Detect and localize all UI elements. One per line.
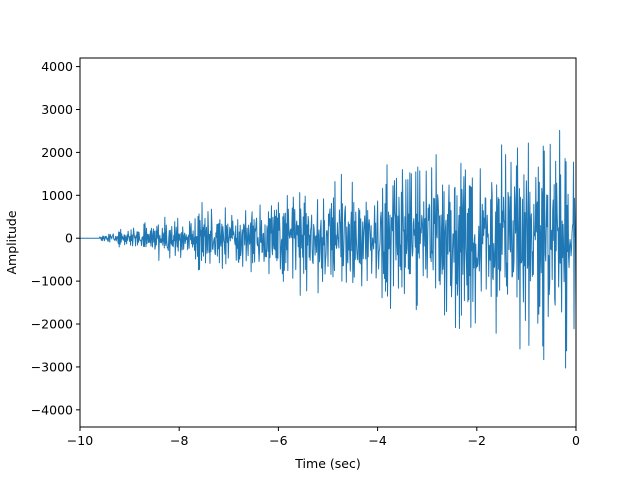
x-tick-label: −2 <box>468 433 486 448</box>
x-axis-label: Time (sec) <box>294 456 360 471</box>
y-axis-label: Amplitude <box>4 210 19 274</box>
y-tick-label: −1000 <box>31 274 73 289</box>
y-tick-label: 2000 <box>41 145 73 160</box>
y-tick-label: −3000 <box>31 359 73 374</box>
x-tick-label: −8 <box>170 433 188 448</box>
y-tick-label: 0 <box>65 231 73 246</box>
plot-frame <box>79 57 577 428</box>
y-tick-label: −4000 <box>31 402 73 417</box>
y-axis: −4000 −3000 −2000 −1000 0 1000 2000 3000 4000 <box>31 59 80 417</box>
y-tick-label: 3000 <box>41 102 73 117</box>
x-tick-label: −6 <box>269 433 287 448</box>
series-layer <box>80 129 576 369</box>
x-tick-label: 0 <box>572 433 580 448</box>
x-tick-label: −4 <box>368 433 386 448</box>
series-line <box>80 129 576 369</box>
y-tick-label: 4000 <box>41 59 73 74</box>
x-tick-label: −10 <box>67 433 93 448</box>
y-tick-label: −2000 <box>31 317 73 332</box>
x-axis: −10 −8 −6 −4 −2 0 <box>67 427 580 448</box>
y-tick-label: 1000 <box>41 188 73 203</box>
